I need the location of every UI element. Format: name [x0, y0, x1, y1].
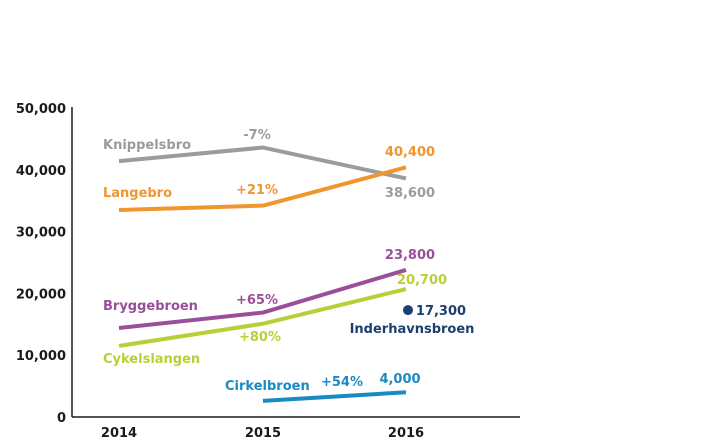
series-labels: Knippelsbro -7% 38,600 Langebro +21% 40,400 Br…	[103, 128, 474, 394]
series-line-langebro	[118, 165, 407, 212]
series-line-cykelslangen	[118, 287, 407, 348]
x-axis: 2014 2015 2016	[72, 416, 520, 441]
series-name-label-cirkelbroen: Cirkelbroen	[225, 379, 310, 394]
change-label-bryggebroen: +65%	[236, 293, 278, 308]
change-label-langebro: +21%	[236, 183, 278, 198]
change-label-knippelsbro: -7%	[243, 128, 270, 143]
series-name-label-langebro: Langebro	[103, 186, 172, 201]
x-tick-label: 2016	[388, 426, 424, 441]
series-line-knippelsbro	[118, 145, 407, 181]
y-tick-label: 30,000	[16, 226, 66, 241]
y-tick-label: 0	[57, 411, 66, 426]
value-label-cirkelbroen: 4,000	[379, 372, 420, 387]
value-label-langebro: 40,400	[385, 145, 435, 160]
series-line-cirkelbroen	[262, 390, 407, 403]
y-tick-label: 40,000	[16, 164, 66, 179]
x-tick-label: 2015	[245, 426, 281, 441]
y-tick-label: 20,000	[16, 287, 66, 302]
change-label-cirkelbroen: +54%	[321, 375, 363, 390]
value-label-cykelslangen: 20,700	[397, 273, 447, 288]
value-label-bryggebroen: 23,800	[385, 248, 435, 263]
x-tick-label: 2014	[101, 426, 137, 441]
y-tick-label: 10,000	[16, 349, 66, 364]
series-lines	[118, 145, 413, 403]
y-axis: 0 10,000 20,000 30,000 40,000 50,000	[16, 102, 73, 426]
series-name-label-bryggebroen: Bryggebroen	[103, 299, 198, 314]
value-label-inderhavnsbroen: 17,300	[416, 304, 466, 319]
series-name-label-knippelsbro: Knippelsbro	[103, 138, 191, 153]
data-point-inderhavnsbroen	[403, 305, 413, 316]
series-line-bryggebroen	[118, 267, 407, 330]
series-name-label-inderhavnsbroen: Inderhavnsbroen	[350, 322, 475, 337]
series-name-label-cykelslangen: Cykelslangen	[103, 352, 200, 367]
value-label-knippelsbro: 38,600	[385, 186, 435, 201]
change-label-cykelslangen: +80%	[239, 330, 281, 345]
y-tick-label: 50,000	[16, 102, 66, 117]
